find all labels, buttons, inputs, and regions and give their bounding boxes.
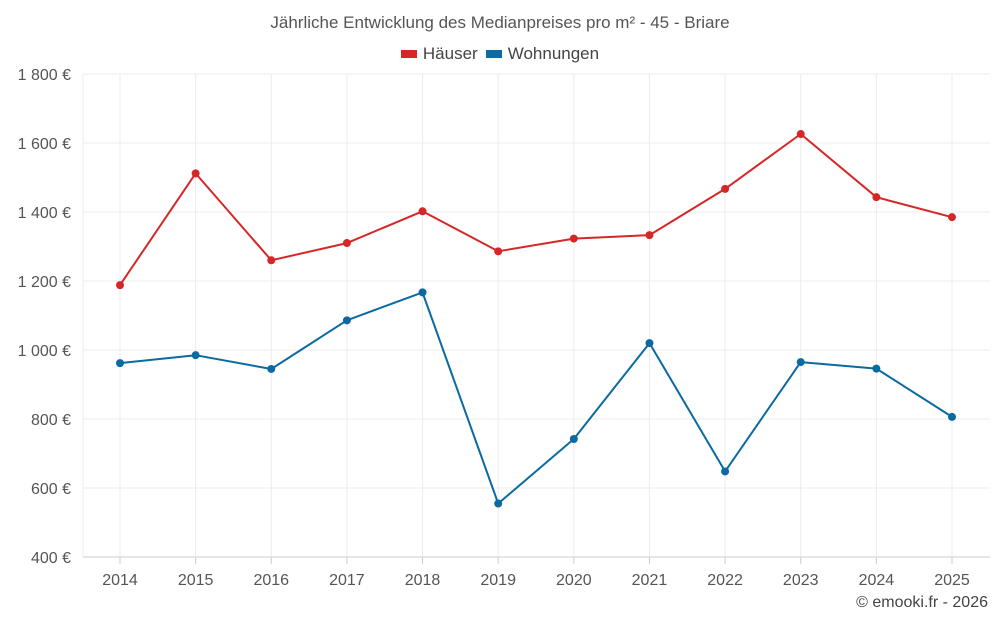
x-tick-label: 2016	[253, 572, 289, 589]
data-point	[645, 339, 654, 348]
x-tick-label: 2021	[632, 572, 668, 589]
data-point	[418, 288, 427, 297]
x-tick-label: 2018	[405, 572, 441, 589]
data-point	[116, 281, 124, 290]
chart-legend: Häuser Wohnungen	[0, 44, 1000, 64]
y-tick-label: 600 €	[31, 481, 71, 498]
data-point	[872, 364, 881, 373]
data-point	[796, 358, 805, 367]
data-point	[116, 359, 124, 368]
data-point	[191, 351, 200, 360]
y-tick-label: 1 000 €	[18, 343, 71, 360]
x-tick-label: 2017	[329, 572, 365, 589]
series-line-1	[119, 291, 953, 505]
legend-item-houses[interactable]: Häuser	[400, 44, 478, 64]
data-point	[645, 231, 654, 240]
data-point	[494, 247, 503, 256]
data-point	[418, 207, 427, 216]
legend-swatch-apartments	[485, 50, 502, 58]
data-point	[948, 412, 956, 421]
x-tick-label: 2024	[859, 572, 895, 589]
data-point	[342, 316, 351, 325]
x-tick-label: 2019	[480, 572, 516, 589]
legend-swatch-houses	[400, 50, 417, 58]
series-line-0	[119, 133, 953, 286]
data-point	[796, 130, 805, 139]
x-tick-label: 2015	[178, 572, 214, 589]
y-tick-label: 800 €	[31, 412, 71, 429]
data-point	[267, 364, 276, 373]
x-tick-label: 2022	[707, 572, 743, 589]
y-tick-label: 1 600 €	[18, 136, 71, 153]
data-point	[569, 435, 578, 444]
data-point	[721, 184, 730, 193]
data-point	[342, 239, 351, 248]
chart-title: Jährliche Entwicklung des Medianpreises …	[270, 13, 730, 32]
data-point	[191, 169, 200, 178]
data-point	[721, 467, 730, 476]
credit-text: © emooki.fr - 2026	[856, 594, 988, 611]
x-tick-label: 2023	[783, 572, 819, 589]
legend-item-apartments[interactable]: Wohnungen	[485, 44, 600, 64]
legend-label-houses: Häuser	[422, 44, 478, 63]
y-tick-label: 1 200 €	[18, 274, 71, 291]
y-tick-label: 400 €	[31, 550, 71, 567]
data-point	[569, 234, 578, 243]
data-point	[267, 256, 276, 265]
data-point	[494, 499, 503, 508]
data-point	[872, 193, 881, 202]
y-tick-label: 1 800 €	[18, 67, 71, 84]
x-tick-label: 2025	[934, 572, 970, 589]
data-point	[948, 213, 956, 222]
legend-label-apartments: Wohnungen	[507, 44, 600, 63]
x-tick-label: 2014	[102, 572, 138, 589]
y-tick-label: 1 400 €	[18, 205, 71, 222]
x-tick-label: 2020	[556, 572, 592, 589]
